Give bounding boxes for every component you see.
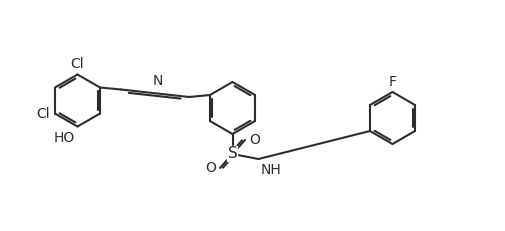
Text: F: F <box>388 75 396 89</box>
Text: HO: HO <box>54 131 75 145</box>
Text: S: S <box>228 146 237 161</box>
Text: N: N <box>153 74 163 88</box>
Text: Cl: Cl <box>71 58 84 72</box>
Text: NH: NH <box>261 164 281 177</box>
Text: O: O <box>205 161 216 175</box>
Text: Cl: Cl <box>36 106 50 121</box>
Text: O: O <box>249 133 260 147</box>
